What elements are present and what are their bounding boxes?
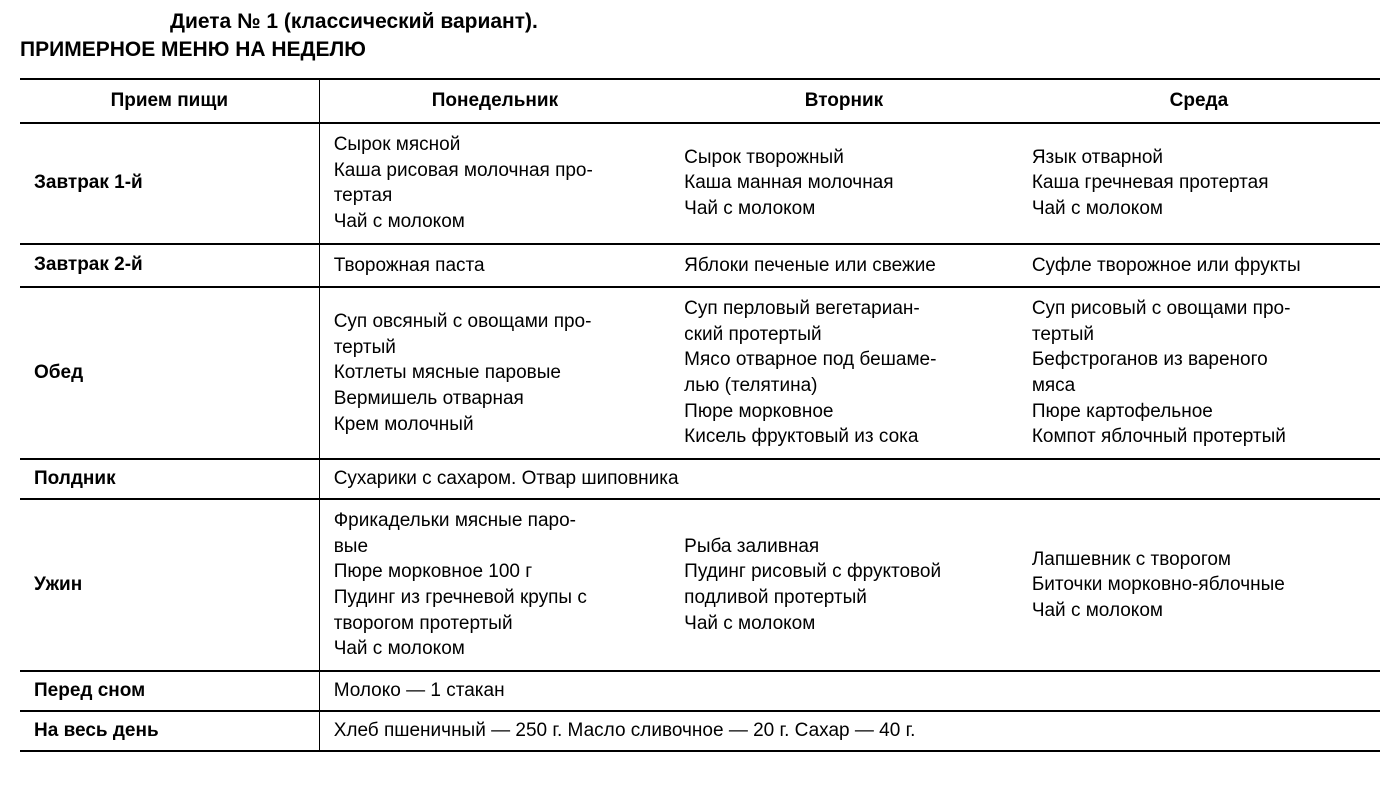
- cell-line: подливой протертый: [684, 585, 1004, 611]
- cell-line: Биточки морковно-яблочные: [1032, 572, 1366, 598]
- table-cell: Яблоки печеные или свежие: [670, 244, 1018, 288]
- row-label: Завтрак 1-й: [20, 123, 319, 244]
- row-span-cell: Молоко — 1 стакан: [319, 671, 1380, 711]
- page-subtitle: ПРИМЕРНОЕ МЕНЮ НА НЕДЕЛЮ: [20, 38, 1380, 62]
- cell-line: Компот яблочный протертый: [1032, 424, 1366, 450]
- cell-line: Суп рисовый с овощами про-: [1032, 296, 1366, 322]
- cell-line: творогом протертый: [334, 611, 656, 637]
- table-cell: Суп перловый вегетариан-ский протертыйМя…: [670, 287, 1018, 459]
- cell-line: Пюре морковное 100 г: [334, 559, 656, 585]
- table-cell: Суфле творожное или фрукты: [1018, 244, 1380, 288]
- table-cell: Сырок мяснойКаша рисовая молочная про-те…: [319, 123, 670, 244]
- table-cell: Сырок творожныйКаша манная молочнаяЧай с…: [670, 123, 1018, 244]
- cell-line: Каша манная молочная: [684, 170, 1004, 196]
- cell-line: Пудинг из гречневой крупы с: [334, 585, 656, 611]
- table-cell: Лапшевник с творогомБиточки морковно-ябл…: [1018, 499, 1380, 671]
- cell-line: Каша рисовая молочная про-: [334, 158, 656, 184]
- cell-line: Кисель фруктовый из сока: [684, 424, 1004, 450]
- table-row: ОбедСуп овсяный с овощами про-тертыйКотл…: [20, 287, 1380, 459]
- cell-line: Чай с молоком: [1032, 598, 1366, 624]
- table-cell: Суп рисовый с овощами про-тертыйБефстрог…: [1018, 287, 1380, 459]
- row-label: Обед: [20, 287, 319, 459]
- row-label: Завтрак 2-й: [20, 244, 319, 288]
- table-row: На весь деньХлеб пшеничный — 250 г. Масл…: [20, 711, 1380, 751]
- cell-line: Бефстроганов из вареного: [1032, 347, 1366, 373]
- cell-line: Чай с молоком: [334, 209, 656, 235]
- cell-line: Мясо отварное под бешаме-: [684, 347, 1004, 373]
- cell-line: тертый: [1032, 322, 1366, 348]
- cell-line: мяса: [1032, 373, 1366, 399]
- col-header-tuesday: Вторник: [670, 79, 1018, 123]
- cell-line: Фрикадельки мясные паро-: [334, 508, 656, 534]
- col-header-wednesday: Среда: [1018, 79, 1380, 123]
- cell-line: Суфле творожное или фрукты: [1032, 253, 1366, 279]
- cell-line: ский протертый: [684, 322, 1004, 348]
- table-cell: Творожная паста: [319, 244, 670, 288]
- row-span-cell: Хлеб пшеничный — 250 г. Масло сливочное …: [319, 711, 1380, 751]
- cell-line: Чай с молоком: [684, 196, 1004, 222]
- row-span-cell: Сухарики с сахаром. Отвар шиповника: [319, 459, 1380, 499]
- cell-line: Котлеты мясные паровые: [334, 360, 656, 386]
- table-row: ПолдникСухарики с сахаром. Отвар шиповни…: [20, 459, 1380, 499]
- table-cell: Рыба заливнаяПудинг рисовый с фруктовойп…: [670, 499, 1018, 671]
- cell-line: Яблоки печеные или свежие: [684, 253, 1004, 279]
- cell-line: Вермишель отварная: [334, 386, 656, 412]
- cell-line: Сырок творожный: [684, 145, 1004, 171]
- cell-line: Чай с молоком: [334, 636, 656, 662]
- cell-line: Пудинг рисовый с фруктовой: [684, 559, 1004, 585]
- cell-line: Чай с молоком: [684, 611, 1004, 637]
- cell-line: Пюре картофельное: [1032, 399, 1366, 425]
- page-title: Диета № 1 (классический вариант).: [170, 10, 1380, 34]
- menu-table: Прием пищи Понедельник Вторник Среда Зав…: [20, 78, 1380, 752]
- row-label: На весь день: [20, 711, 319, 751]
- cell-line: Чай с молоком: [1032, 196, 1366, 222]
- cell-line: Крем молочный: [334, 412, 656, 438]
- col-header-meal: Прием пищи: [20, 79, 319, 123]
- table-row: УжинФрикадельки мясные паро-выеПюре морк…: [20, 499, 1380, 671]
- cell-line: Творожная паста: [334, 253, 656, 279]
- cell-line: Суп перловый вегетариан-: [684, 296, 1004, 322]
- row-label: Перед сном: [20, 671, 319, 711]
- cell-line: Язык отварной: [1032, 145, 1366, 171]
- table-row: Завтрак 1-йСырок мяснойКаша рисовая моло…: [20, 123, 1380, 244]
- cell-line: Каша гречневая протертая: [1032, 170, 1366, 196]
- row-label: Ужин: [20, 499, 319, 671]
- cell-line: лью (телятина): [684, 373, 1004, 399]
- table-cell: Суп овсяный с овощами про-тертыйКотлеты …: [319, 287, 670, 459]
- cell-line: Лапшевник с творогом: [1032, 547, 1366, 573]
- col-header-monday: Понедельник: [319, 79, 670, 123]
- cell-line: Пюре морковное: [684, 399, 1004, 425]
- cell-line: вые: [334, 534, 656, 560]
- table-cell: Язык отварнойКаша гречневая протертаяЧай…: [1018, 123, 1380, 244]
- table-row: Перед сномМолоко — 1 стакан: [20, 671, 1380, 711]
- cell-line: тертый: [334, 335, 656, 361]
- cell-line: Рыба заливная: [684, 534, 1004, 560]
- table-header-row: Прием пищи Понедельник Вторник Среда: [20, 79, 1380, 123]
- cell-line: Сырок мясной: [334, 132, 656, 158]
- cell-line: тертая: [334, 183, 656, 209]
- table-cell: Фрикадельки мясные паро-выеПюре морковно…: [319, 499, 670, 671]
- table-row: Завтрак 2-й Творожная паста Яблоки печеные…: [20, 244, 1380, 288]
- row-label: Полдник: [20, 459, 319, 499]
- cell-line: Суп овсяный с овощами про-: [334, 309, 656, 335]
